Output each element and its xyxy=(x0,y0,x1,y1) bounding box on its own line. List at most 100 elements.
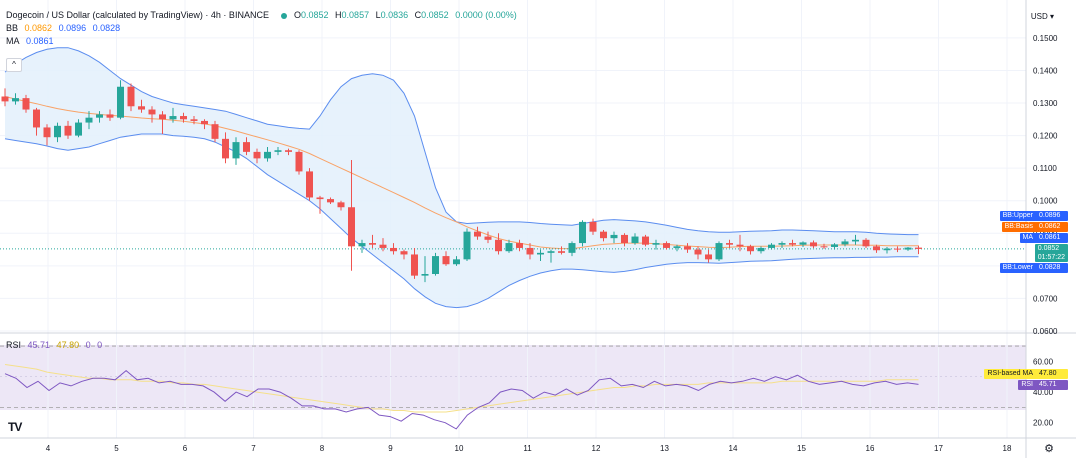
candle-body xyxy=(841,241,849,245)
candle-body xyxy=(757,247,765,252)
candle-body xyxy=(442,256,450,265)
rsi-extra-1: 0 xyxy=(85,340,91,350)
settings-gear-icon[interactable]: ⚙ xyxy=(1044,443,1054,455)
candle-body xyxy=(64,125,72,136)
candle-body xyxy=(148,109,156,115)
rsi-ma-line xyxy=(4,364,919,413)
candle-body xyxy=(904,247,912,250)
candle-body xyxy=(369,243,376,245)
candle-body xyxy=(138,106,145,110)
bb-label: BB xyxy=(6,23,19,33)
candle-body xyxy=(337,202,345,208)
time-tick-label: 18 xyxy=(1003,444,1012,453)
price-tick-label: 0.1200 xyxy=(1033,132,1058,141)
rsi-tag: RSI xyxy=(1018,380,1036,390)
candle-body xyxy=(484,236,492,240)
ohlc-h-label: H xyxy=(335,10,342,20)
ma-label: MA xyxy=(6,36,20,46)
time-tick-label: 14 xyxy=(729,444,738,453)
candle-body xyxy=(568,243,576,253)
candle-body xyxy=(915,247,922,249)
ohlc-c-label: C xyxy=(414,10,422,20)
ma-value: 0.0861 xyxy=(26,36,54,46)
time-tick-label: 12 xyxy=(592,444,601,453)
ma-tag: MA xyxy=(1019,233,1036,243)
candle-body xyxy=(274,150,282,152)
price-tick-label: 0.1100 xyxy=(1033,164,1057,173)
ma-price: 0.0861 xyxy=(1036,233,1068,243)
candle-body xyxy=(127,86,135,107)
candle-body xyxy=(306,171,313,198)
time-tick-label: 7 xyxy=(251,444,256,453)
bollinger-bands xyxy=(0,47,1026,309)
candle-body xyxy=(180,116,187,120)
candle-body xyxy=(852,239,859,242)
candle-body xyxy=(243,142,250,152)
candle-body xyxy=(358,243,366,247)
candle-body xyxy=(379,244,387,248)
candle-body xyxy=(285,150,292,152)
ma-legend[interactable]: MA 0.0861 xyxy=(6,35,58,47)
rsi-extra-2: 0 xyxy=(97,340,103,350)
candle-body xyxy=(558,251,565,253)
tradingview-logo[interactable]: TV xyxy=(8,420,22,434)
ohlc-o-label: O xyxy=(293,10,301,20)
ohlc-high: 0.0857 xyxy=(341,10,370,20)
chart-header: Dogecoin / US Dollar (calculated by Trad… xyxy=(6,9,521,21)
rsi-legend[interactable]: RSI 45.71 47.80 0 0 xyxy=(6,339,106,351)
candles xyxy=(1,80,922,283)
candle-body xyxy=(631,236,639,244)
candle-body xyxy=(159,114,166,120)
candle-body xyxy=(516,243,523,248)
candle-body xyxy=(768,244,775,248)
candle-body xyxy=(589,221,597,232)
ohlc-l-label: L xyxy=(375,10,381,20)
price-tick-label: 0.1500 xyxy=(1033,34,1058,43)
candle-body xyxy=(117,86,124,118)
candle-body xyxy=(505,243,513,252)
price-tick-label: 0.1000 xyxy=(1033,197,1058,206)
candle-body xyxy=(75,122,82,136)
bb-upper-price-label: BB:Upper 0.0896 xyxy=(999,211,1068,221)
bar-countdown: 01:57:22 xyxy=(1034,253,1068,262)
time-tick-label: 8 xyxy=(320,444,325,453)
candle-body xyxy=(736,244,744,247)
symbol-title[interactable]: Dogecoin / US Dollar (calculated by Trad… xyxy=(6,10,269,20)
time-tick-label: 5 xyxy=(114,444,119,453)
bb-legend[interactable]: BB 0.0862 0.0896 0.0828 xyxy=(6,22,124,34)
candle-body xyxy=(348,207,355,247)
bb-basis-tag: BB:Basis xyxy=(1001,222,1036,232)
market-status-dot xyxy=(281,12,288,19)
rsi-value: 45.71 xyxy=(27,340,51,350)
candle-body xyxy=(747,246,754,252)
bb-upper-price: 0.0896 xyxy=(1036,211,1068,221)
candle-body xyxy=(295,151,303,172)
price-tick-label: 0.0700 xyxy=(1033,294,1058,303)
currency-selector[interactable]: USD ▾ xyxy=(1030,12,1054,21)
bb-lower-price: 0.0828 xyxy=(1036,263,1068,273)
candle-body xyxy=(421,274,429,276)
candle-body xyxy=(778,243,786,245)
collapse-legend-button[interactable]: ^ xyxy=(6,58,22,72)
candle-body xyxy=(264,151,271,159)
candle-body xyxy=(201,120,208,125)
candle-body xyxy=(1,96,9,102)
candle-body xyxy=(390,247,397,252)
candle-body xyxy=(211,124,219,139)
candle-body xyxy=(22,98,30,110)
rsi-tick-label: 40.00 xyxy=(1033,388,1054,397)
candle-body xyxy=(316,197,324,200)
candle-body xyxy=(883,248,891,251)
candle-body xyxy=(862,239,870,247)
axes: 0.15000.14000.13000.12000.11000.10000.09… xyxy=(46,34,1058,453)
candle-body xyxy=(673,246,681,248)
candle-body xyxy=(495,239,502,252)
candle-body xyxy=(894,248,901,250)
candle-body xyxy=(190,119,198,121)
candle-body xyxy=(169,116,177,120)
candle-body xyxy=(96,114,103,118)
candle-body xyxy=(789,243,796,245)
candle-body xyxy=(432,256,439,275)
